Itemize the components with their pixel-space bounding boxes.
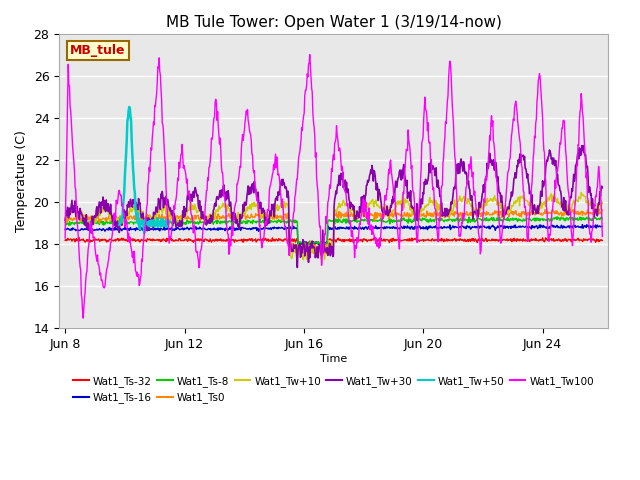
Wat1_Tw100 [367, 223, 374, 229]
Wat1_Ts-8 [598, 216, 606, 222]
Text: MB_tule: MB_tule [70, 44, 125, 57]
Wat1_Tw+10 [598, 201, 606, 206]
Legend: Wat1_Ts-32, Wat1_Ts-16, Wat1_Ts-8, Wat1_Ts0, Wat1_Tw+10, Wat1_Tw+30, Wat1_Tw+50,: Wat1_Ts-32, Wat1_Ts-16, Wat1_Ts-8, Wat1_… [69, 372, 598, 407]
Wat1_Ts0 [366, 212, 374, 218]
Y-axis label: Temperature (C): Temperature (C) [15, 130, 28, 232]
Wat1_Ts-16 [285, 226, 293, 231]
Wat1_Ts0 [598, 207, 606, 213]
Wat1_Tw+10 [366, 201, 374, 206]
Wat1_Ts0 [568, 206, 575, 212]
Wat1_Tw+30 [285, 243, 293, 249]
Wat1_Tw100 [79, 315, 87, 321]
Wat1_Ts0 [496, 212, 504, 218]
Wat1_Tw+30 [598, 185, 606, 191]
X-axis label: Time: Time [320, 354, 348, 364]
Wat1_Tw100 [497, 238, 504, 243]
Wat1_Ts-16 [298, 243, 305, 249]
Wat1_Ts-16 [81, 226, 88, 232]
Wat1_Ts-8 [366, 217, 374, 223]
Wat1_Tw+10 [257, 211, 264, 217]
Line: Wat1_Tw+30: Wat1_Tw+30 [65, 145, 602, 267]
Line: Wat1_Tw+10: Wat1_Tw+10 [65, 192, 602, 260]
Wat1_Ts-32 [61, 237, 69, 243]
Wat1_Tw+10 [300, 257, 307, 263]
Wat1_Tw+10 [577, 190, 585, 195]
Wat1_Tw100 [81, 290, 89, 296]
Title: MB Tule Tower: Open Water 1 (3/19/14-now): MB Tule Tower: Open Water 1 (3/19/14-now… [166, 15, 502, 30]
Wat1_Ts-16 [366, 225, 374, 231]
Wat1_Ts-8 [81, 221, 88, 227]
Line: Wat1_Tw+50: Wat1_Tw+50 [119, 107, 169, 233]
Wat1_Tw+10 [81, 214, 88, 220]
Wat1_Ts-32 [497, 238, 504, 244]
Wat1_Ts-8 [257, 220, 264, 226]
Wat1_Ts-32 [303, 241, 311, 247]
Wat1_Tw+30 [81, 222, 88, 228]
Line: Wat1_Ts0: Wat1_Ts0 [65, 209, 602, 255]
Line: Wat1_Ts-8: Wat1_Ts-8 [65, 217, 602, 245]
Wat1_Tw+10 [496, 203, 504, 208]
Wat1_Ts-8 [554, 214, 561, 220]
Wat1_Tw+30 [366, 171, 374, 177]
Wat1_Ts0 [81, 218, 88, 224]
Wat1_Tw+30 [257, 199, 264, 205]
Wat1_Ts-32 [598, 238, 606, 243]
Wat1_Ts-16 [598, 224, 606, 229]
Wat1_Tw100 [257, 238, 265, 244]
Wat1_Ts-32 [188, 238, 196, 244]
Wat1_Ts-32 [75, 234, 83, 240]
Line: Wat1_Tw100: Wat1_Tw100 [65, 55, 602, 318]
Wat1_Ts-8 [285, 219, 293, 225]
Wat1_Ts-16 [257, 226, 264, 232]
Wat1_Ts-8 [496, 215, 504, 220]
Wat1_Ts0 [61, 216, 69, 222]
Wat1_Ts0 [285, 234, 293, 240]
Wat1_Ts-32 [367, 237, 374, 242]
Wat1_Tw+30 [188, 196, 195, 202]
Wat1_Tw+30 [61, 217, 69, 223]
Wat1_Ts0 [257, 215, 264, 220]
Wat1_Ts-16 [61, 227, 69, 232]
Wat1_Ts0 [188, 217, 195, 223]
Wat1_Ts-32 [286, 237, 294, 243]
Wat1_Tw+30 [579, 143, 587, 148]
Wat1_Ts-32 [257, 238, 265, 243]
Wat1_Ts-16 [496, 225, 504, 230]
Wat1_Tw100 [61, 235, 69, 241]
Wat1_Ts-16 [579, 222, 586, 228]
Wat1_Tw+10 [188, 204, 195, 209]
Line: Wat1_Ts-32: Wat1_Ts-32 [65, 237, 602, 244]
Wat1_Ts-8 [188, 219, 195, 225]
Wat1_Ts-32 [81, 239, 89, 245]
Wat1_Ts-16 [188, 226, 195, 232]
Wat1_Ts-8 [305, 242, 312, 248]
Wat1_Ts-8 [61, 219, 69, 225]
Wat1_Tw100 [598, 234, 606, 240]
Wat1_Tw100 [286, 245, 294, 251]
Wat1_Tw+10 [285, 246, 293, 252]
Wat1_Tw+30 [294, 264, 301, 270]
Wat1_Tw+10 [61, 219, 69, 225]
Line: Wat1_Ts-16: Wat1_Ts-16 [65, 225, 602, 246]
Wat1_Tw100 [188, 214, 196, 219]
Wat1_Tw100 [306, 52, 314, 58]
Wat1_Tw+30 [496, 191, 504, 196]
Wat1_Ts0 [306, 252, 314, 258]
